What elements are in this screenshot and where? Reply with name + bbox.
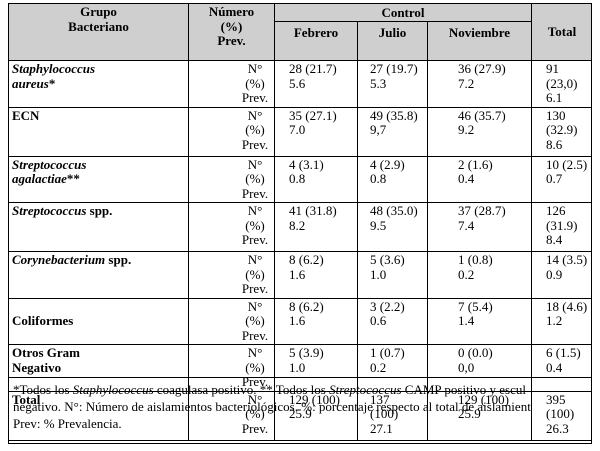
row-metric: N° (%) Prev. — [188, 251, 275, 299]
cell-total: 14 (3.5) 0.9 — [531, 251, 591, 299]
row-name-suffix: ECN — [12, 107, 40, 123]
row-metric: N° (%) Prev. — [188, 106, 275, 157]
header-control: Control — [274, 4, 532, 22]
cell-julio: 137 (100) 27.1 — [357, 390, 428, 441]
header-month-febrero: Febrero — [274, 21, 358, 61]
cell-noviembre: 37 (28.7) 7.4 — [427, 202, 532, 252]
row-name-suffix: * — [48, 75, 56, 91]
table-row: Corynebacterium spp. N° (%) Prev. 8 (6.2… — [9, 251, 591, 299]
row-name: Total — [9, 390, 189, 441]
row-name-italic: Streptococcus — [12, 203, 87, 218]
cell-julio: 5 (3.6) 1.0 — [357, 251, 428, 299]
cell-noviembre: 1 (0.8) 0.2 — [427, 251, 532, 299]
footnote-text: CAMP positivo y escul — [401, 382, 527, 397]
cell-febrero: 41 (31.8) 8.2 — [274, 202, 358, 252]
cell-noviembre: 7 (5.4) 1.4 — [427, 297, 532, 345]
cell-noviembre: 129 (100) 25.9 — [427, 390, 532, 441]
footnote: *Todos los Staphylococcus coagulasa posi… — [9, 377, 591, 443]
footnote-text: *Todos los — [13, 382, 73, 397]
row-name-italic: Streptococcus agalactiae — [12, 156, 87, 186]
row-name-suffix: Total — [12, 391, 41, 407]
row-name-suffix: ** — [66, 171, 80, 186]
row-metric: N° (%) Prev. — [188, 297, 275, 345]
header-group: Grupo Bacteriano — [9, 4, 189, 61]
table-row: Streptococcus agalactiae** N° (%) Prev. … — [9, 155, 591, 203]
table-row: Otros Gram Negativo N° (%) Prev. 5 (3.9)… — [9, 344, 591, 392]
row-name: Streptococcus spp. — [9, 202, 189, 252]
cell-noviembre: 46 (35.7) 9.2 — [427, 106, 532, 157]
header-month-noviembre: Noviembre — [427, 21, 532, 61]
cell-julio: 27 (19.7) 5.3 — [357, 60, 428, 108]
cell-febrero: 28 (21.7) 5.6 — [274, 60, 358, 108]
footnote-text: coagulasa positivo. ** Todos los — [153, 382, 330, 397]
cell-noviembre: 0 (0.0) 0,0 — [427, 344, 532, 392]
cell-febrero: 35 (27.1) 7.0 — [274, 106, 358, 157]
row-name-suffix: Coliformes — [12, 313, 74, 328]
row-metric: N° (%) Prev. — [188, 155, 275, 203]
header-month-julio: Julio — [357, 21, 428, 61]
results-table-frame: Grupo Bacteriano Número (%) Prev. Contro… — [8, 3, 592, 444]
cell-julio: 1 (0.7) 0.2 — [357, 344, 428, 392]
cell-julio: 4 (2.9) 0.8 — [357, 155, 428, 203]
table-row: Coliformes N° (%) Prev. 8 (6.2) 1.6 3 (2… — [9, 297, 591, 345]
cell-febrero: 8 (6.2) 1.6 — [274, 251, 358, 299]
table-row: ECN N° (%) Prev. 35 (27.1) 7.0 49 (35.8)… — [9, 106, 591, 157]
header-number: Número (%) Prev. — [188, 4, 275, 61]
cell-total: 18 (4.6) 1.2 — [531, 297, 591, 345]
row-metric: N° (%) Prev. — [188, 202, 275, 252]
table-row: Total N° (%) Prev. 129 (100) 25.9 137 (1… — [9, 390, 591, 441]
footnote-italic: Staphylococcus — [72, 382, 154, 397]
row-name-suffix: Otros Gram Negativo — [12, 345, 80, 375]
row-name: Streptococcus agalactiae** — [9, 155, 189, 203]
cell-noviembre: 36 (27.9) 7.2 — [427, 60, 532, 108]
footnote-line-2: negativo. N°: Número de aislamientos bac… — [13, 399, 531, 414]
cell-total: 126 (31.9) 8.4 — [531, 202, 591, 252]
row-name-italic: Staphylococcus aureus — [12, 61, 96, 91]
footnote-line-3: Prev: % Prevalencia. — [13, 416, 122, 431]
row-name-italic: Corynebacterium — [12, 252, 106, 267]
cell-julio: 3 (2.2) 0.6 — [357, 297, 428, 345]
cell-total: 10 (2.5) 0.7 — [531, 155, 591, 203]
row-name: Otros Gram Negativo — [9, 344, 189, 392]
row-name: Staphylococcus aureus* — [9, 60, 189, 108]
row-metric: N° (%) Prev. — [188, 390, 275, 441]
cell-total: 395 (100) 26.3 — [531, 390, 591, 441]
cell-febrero: 4 (3.1) 0.8 — [274, 155, 358, 203]
row-name: Corynebacterium spp. — [9, 251, 189, 299]
row-name-suffix: spp. — [105, 252, 132, 267]
footnote-line-1: *Todos los Staphylococcus coagulasa posi… — [13, 381, 587, 398]
cell-total: 130 (32.9) 8.6 — [531, 106, 591, 157]
cell-febrero: 129 (100) 25.9 — [274, 390, 358, 441]
cell-total: 91 (23,0) 6.1 — [531, 60, 591, 108]
cell-noviembre: 2 (1.6) 0.4 — [427, 155, 532, 203]
row-metric: N° (%) Prev. — [188, 60, 275, 108]
row-name: ECN — [9, 106, 189, 157]
cell-total: 6 (1.5) 0.4 — [531, 344, 591, 392]
prevalence-table: Grupo Bacteriano Número (%) Prev. Contro… — [9, 4, 591, 441]
header-total: Total — [531, 4, 591, 61]
footnote-italic: Streptococcus — [329, 382, 402, 397]
table-row: Staphylococcus aureus* N° (%) Prev. 28 (… — [9, 60, 591, 108]
row-name-suffix: spp. — [86, 203, 113, 218]
cell-julio: 49 (35.8) 9,7 — [357, 106, 428, 157]
row-name: Coliformes — [9, 297, 189, 345]
cell-febrero: 8 (6.2) 1.6 — [274, 297, 358, 345]
table-row: Streptococcus spp. N° (%) Prev. 41 (31.8… — [9, 202, 591, 252]
cell-julio: 48 (35.0) 9.5 — [357, 202, 428, 252]
